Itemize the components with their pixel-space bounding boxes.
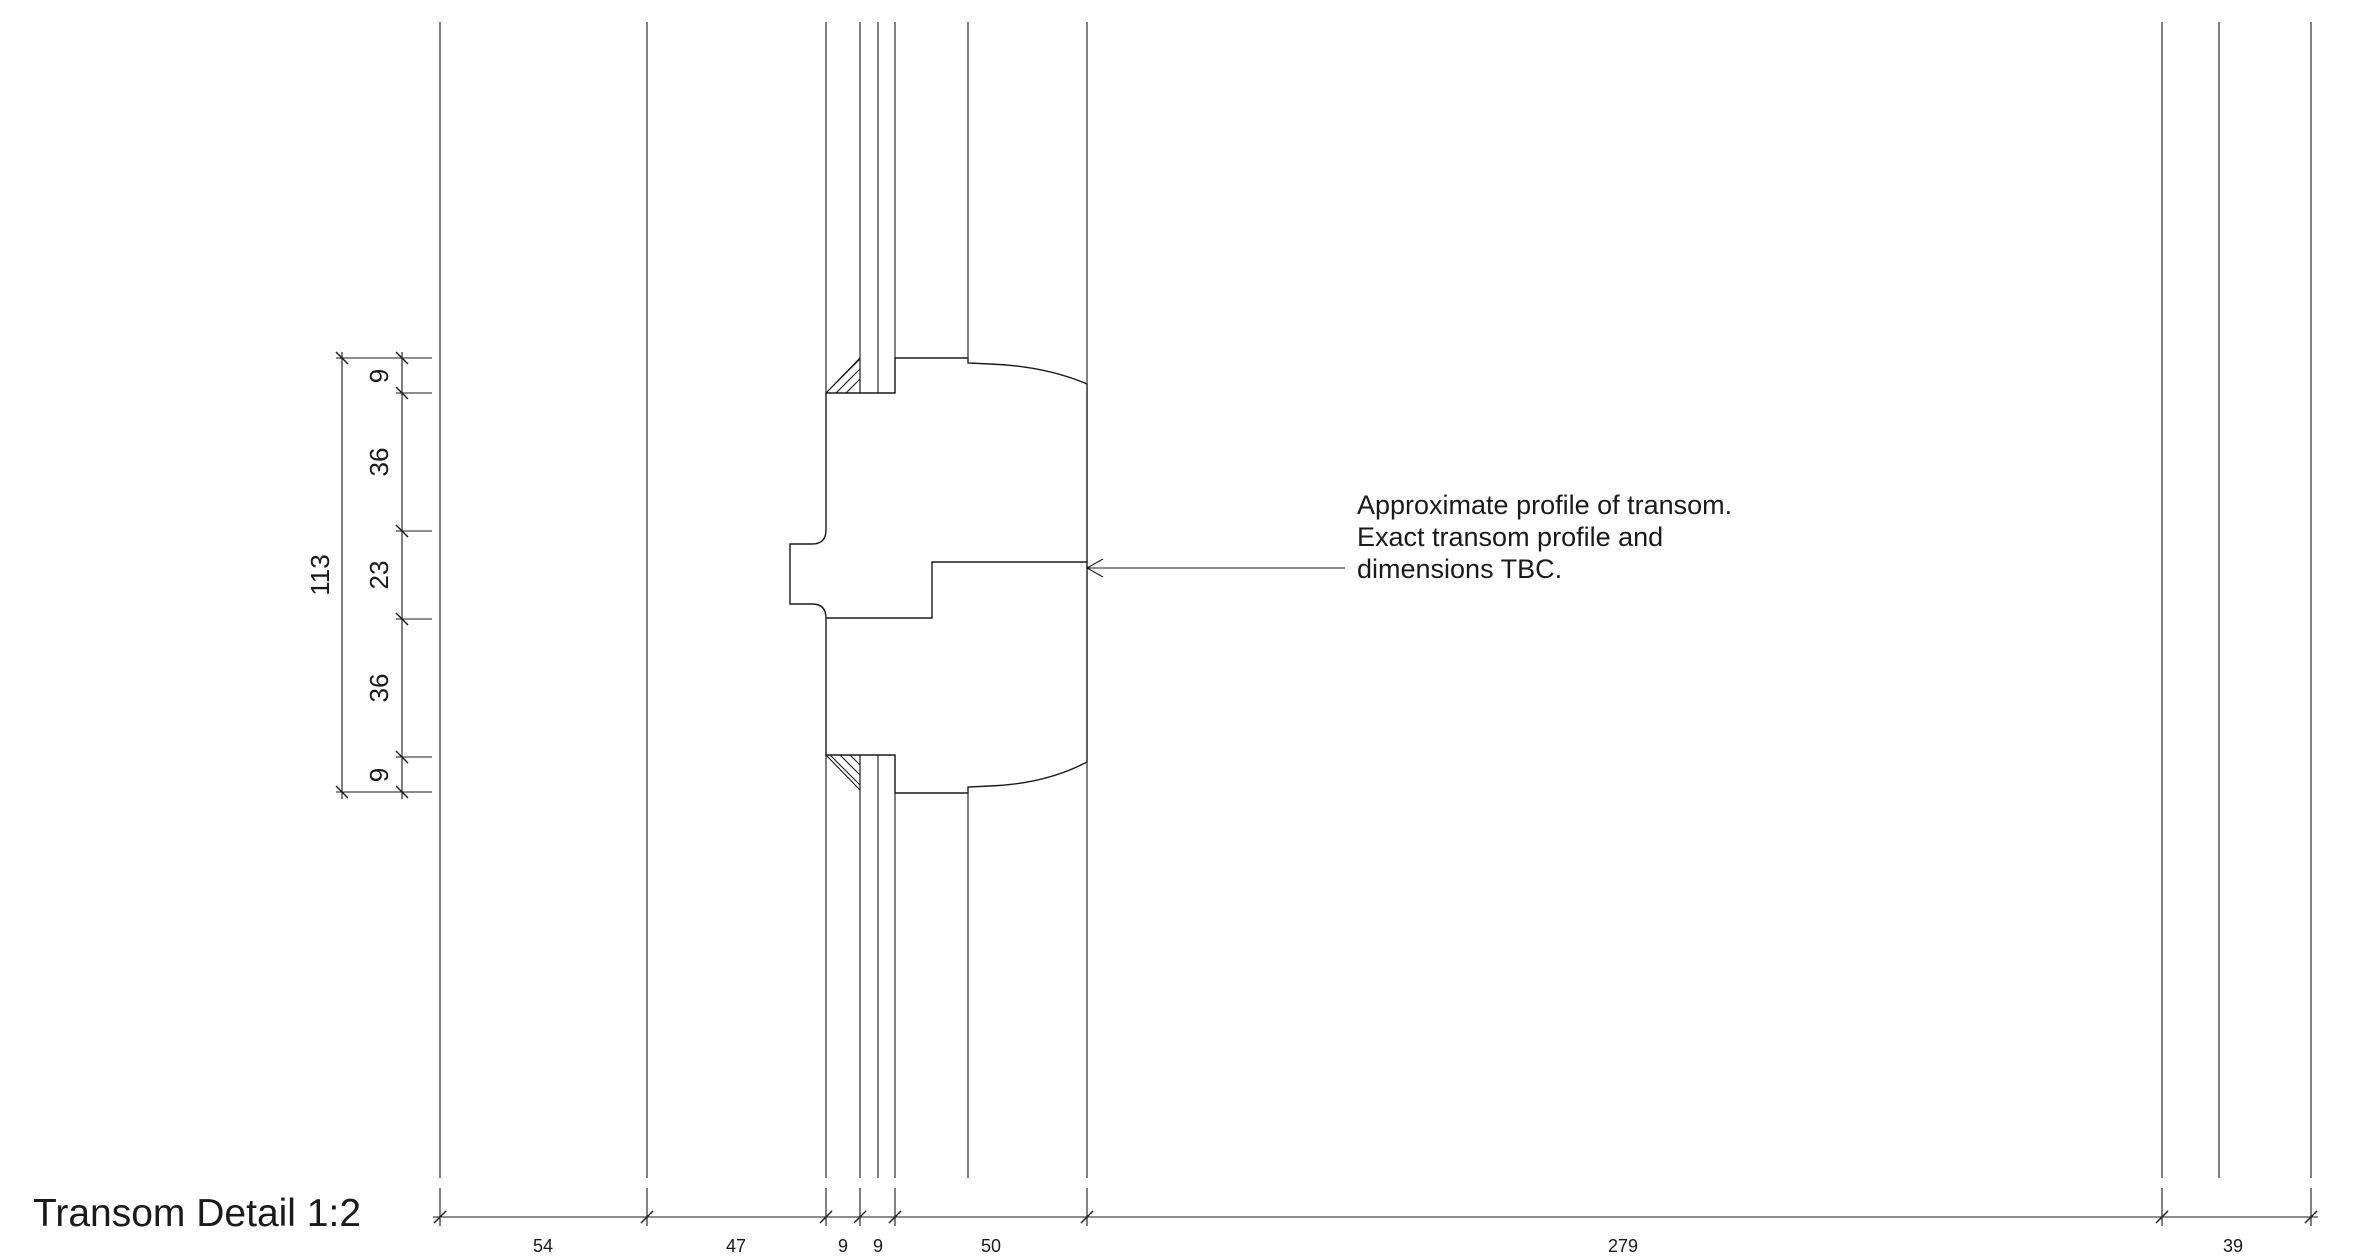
dimension-label-39: 39 xyxy=(2223,1236,2243,1256)
glazing-bead-bottom-hatch xyxy=(824,754,861,792)
upper-glazing-lines xyxy=(825,22,1088,393)
arrowhead xyxy=(1085,558,1104,578)
dimension-label-36-lower: 36 xyxy=(364,674,394,703)
dimension-label-113: 113 xyxy=(305,554,335,595)
horizontal-dimension-extensions xyxy=(439,1188,2312,1226)
horizontal-dimension-ticks xyxy=(433,1210,2318,1224)
dimension-label-9-top: 9 xyxy=(364,369,394,383)
vertical-section-lines xyxy=(439,22,2312,1178)
lower-glazing-lines xyxy=(825,755,1088,1178)
annotation-leader xyxy=(1085,558,1345,578)
transom-bottom-outline xyxy=(826,754,1088,794)
horizontal-dimension-string: 54 47 9 9 50 279 39 xyxy=(433,1188,2318,1256)
transom-profile xyxy=(789,356,1088,794)
dimension-label-54: 54 xyxy=(533,1236,553,1256)
transom-top-outline xyxy=(826,357,1088,394)
dimension-label-36-upper: 36 xyxy=(364,448,394,477)
annotation-line-2: Exact transom profile and xyxy=(1357,522,1663,552)
vertical-dimension-ticks xyxy=(335,351,409,799)
transom-rebate-step xyxy=(826,561,1087,619)
dimension-label-23: 23 xyxy=(364,561,394,590)
dimension-label-47: 47 xyxy=(726,1236,746,1256)
dimension-label-9-bottom: 9 xyxy=(364,768,394,782)
drawing-title: Transom Detail 1:2 xyxy=(33,1192,361,1235)
dimension-label-50: 50 xyxy=(981,1236,1001,1256)
glazing-bead-top-hatch xyxy=(824,356,861,394)
dimension-label-279: 279 xyxy=(1608,1236,1638,1256)
annotation-line-1: Approximate profile of transom. xyxy=(1357,490,1732,520)
vertical-dimension-string: 113 9 36 23 36 9 xyxy=(305,351,432,799)
dimension-label-9-b: 9 xyxy=(873,1236,883,1256)
dimension-label-9-a: 9 xyxy=(838,1236,848,1256)
annotation-line-3: dimensions TBC. xyxy=(1357,554,1562,584)
transom-inner-profile xyxy=(789,393,827,755)
